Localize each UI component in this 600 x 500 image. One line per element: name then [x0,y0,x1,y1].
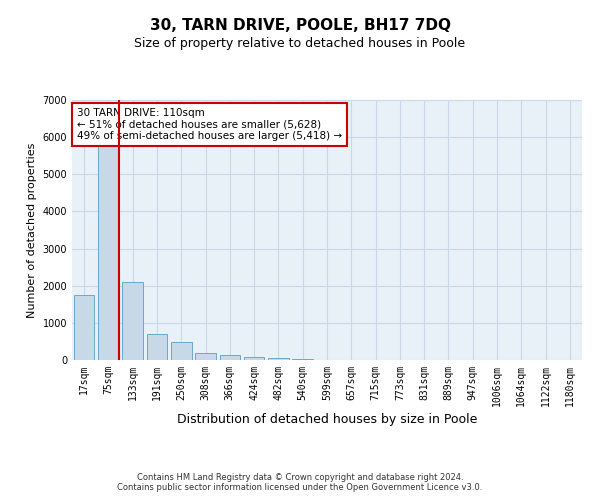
Bar [122,282,143,360]
X-axis label: Distribution of detached houses by size in Poole: Distribution of detached houses by size … [177,413,477,426]
Bar [268,358,289,360]
Text: Contains HM Land Registry data © Crown copyright and database right 2024.
Contai: Contains HM Land Registry data © Crown c… [118,473,482,492]
Text: 30, TARN DRIVE, POOLE, BH17 7DQ: 30, TARN DRIVE, POOLE, BH17 7DQ [149,18,451,32]
Y-axis label: Number of detached properties: Number of detached properties [27,142,37,318]
Bar [195,352,216,360]
Bar [146,334,167,360]
Bar [74,295,94,360]
Bar [244,356,265,360]
Bar [292,358,313,360]
Text: 30 TARN DRIVE: 110sqm
← 51% of detached houses are smaller (5,628)
49% of semi-d: 30 TARN DRIVE: 110sqm ← 51% of detached … [77,108,342,141]
Bar [171,342,191,360]
Bar [98,141,119,360]
Text: Size of property relative to detached houses in Poole: Size of property relative to detached ho… [134,38,466,51]
Bar [220,355,240,360]
